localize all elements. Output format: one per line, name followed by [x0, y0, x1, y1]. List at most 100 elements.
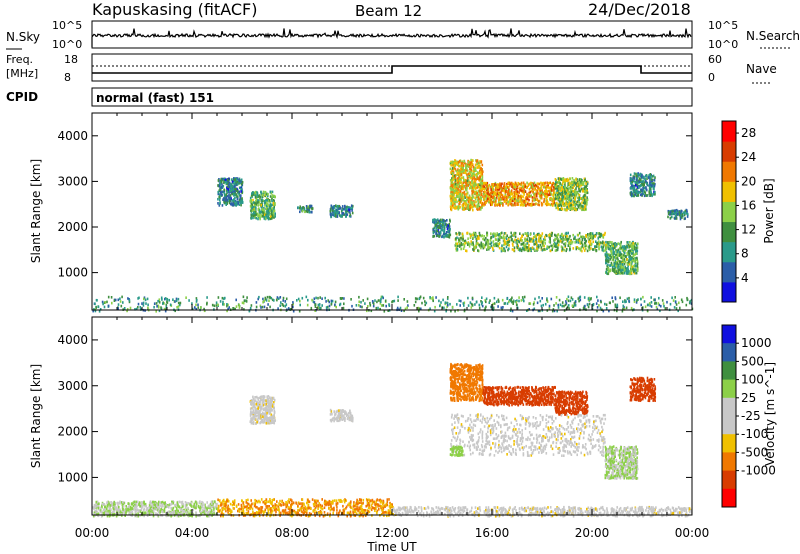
power-cell	[249, 306, 252, 310]
power-cell	[345, 211, 347, 215]
power-cell	[451, 305, 454, 309]
power-cell	[165, 303, 168, 307]
power-cell	[528, 192, 530, 196]
power-cell	[221, 296, 224, 300]
power-cell	[536, 301, 539, 305]
power-cell	[486, 240, 488, 243]
power-cell	[478, 306, 481, 310]
power-cell	[614, 303, 617, 307]
power-cell	[556, 309, 558, 313]
power-cell	[570, 190, 573, 194]
power-cell	[657, 302, 660, 305]
power-cell	[524, 185, 526, 188]
power-cell	[473, 172, 475, 175]
power-cell	[416, 297, 418, 301]
power-cell	[439, 222, 442, 225]
power-cell	[341, 214, 343, 218]
power-cell	[556, 187, 559, 191]
power-cell	[439, 226, 441, 229]
power-cell	[461, 243, 463, 246]
power-cell	[166, 298, 169, 301]
power-cell	[534, 183, 537, 187]
power-cell	[536, 189, 539, 192]
power-cell	[504, 302, 506, 305]
power-cell	[477, 249, 479, 252]
power-cell	[137, 302, 140, 306]
power-cell	[339, 297, 342, 300]
power-cell	[555, 195, 558, 198]
power-cell	[636, 183, 639, 187]
power-cell	[466, 198, 468, 202]
power-cell	[236, 180, 238, 184]
power-cell	[460, 166, 463, 169]
power-cell	[529, 233, 532, 236]
power-cell	[501, 231, 503, 235]
power-cell	[465, 183, 468, 187]
power-cell	[497, 237, 500, 241]
power-cell	[513, 194, 516, 198]
power-cell	[679, 306, 681, 310]
power-cell	[621, 309, 624, 313]
power-cell	[538, 237, 540, 240]
power-cell	[623, 258, 626, 261]
power-cell	[620, 240, 622, 244]
power-cell	[575, 239, 578, 242]
power-cell	[542, 244, 544, 247]
power-cell	[610, 250, 612, 253]
power-cell	[538, 199, 540, 203]
power-cell	[543, 198, 546, 201]
power-cell	[605, 307, 608, 310]
power-cell	[535, 234, 538, 237]
power-cell	[222, 198, 224, 201]
power-cell	[545, 190, 547, 193]
power-cell	[490, 241, 493, 244]
power-cell	[621, 245, 624, 249]
power-cell	[467, 183, 469, 187]
power-cell	[274, 215, 276, 218]
power-cell	[514, 192, 517, 195]
power-cell	[501, 244, 503, 247]
power-cell	[548, 307, 551, 310]
power-cell	[211, 303, 214, 307]
power-cell	[621, 267, 623, 270]
power-cell	[257, 201, 259, 204]
power-cell	[306, 210, 309, 214]
power-cell	[636, 185, 639, 189]
power-cell	[475, 160, 478, 163]
power-cell	[479, 233, 481, 237]
power-cell	[454, 168, 457, 171]
power-cell	[564, 185, 566, 189]
power-cell	[515, 199, 518, 202]
power-cell	[350, 204, 353, 207]
power-cell	[195, 297, 198, 300]
power-cell	[607, 244, 609, 247]
power-cell	[562, 180, 564, 183]
power-cell	[499, 234, 502, 237]
power-cell	[644, 191, 647, 195]
power-cell	[534, 185, 537, 189]
power-cell	[578, 196, 580, 199]
power-cell	[500, 247, 503, 251]
power-cell	[436, 229, 438, 233]
power-cell	[358, 304, 360, 307]
cpid-value: normal (fast) 151	[96, 91, 214, 105]
power-cell	[220, 192, 222, 195]
power-cell	[271, 196, 273, 199]
power-cell	[597, 237, 600, 240]
power-cell	[623, 250, 625, 253]
power-cell	[642, 184, 645, 188]
power-cell	[520, 194, 523, 198]
power-cell	[93, 308, 95, 311]
power-cell	[268, 299, 270, 302]
power-cell	[448, 226, 450, 230]
power-cell	[455, 207, 457, 210]
power-cell	[578, 182, 581, 186]
power-cell	[623, 271, 626, 275]
power-cell	[504, 199, 507, 202]
power-cell	[633, 268, 636, 271]
power-cell	[164, 297, 167, 300]
power-cell	[94, 302, 96, 306]
power-cell	[489, 196, 491, 200]
power-cell	[567, 205, 570, 208]
date-label: 24/Dec/2018	[588, 0, 691, 19]
